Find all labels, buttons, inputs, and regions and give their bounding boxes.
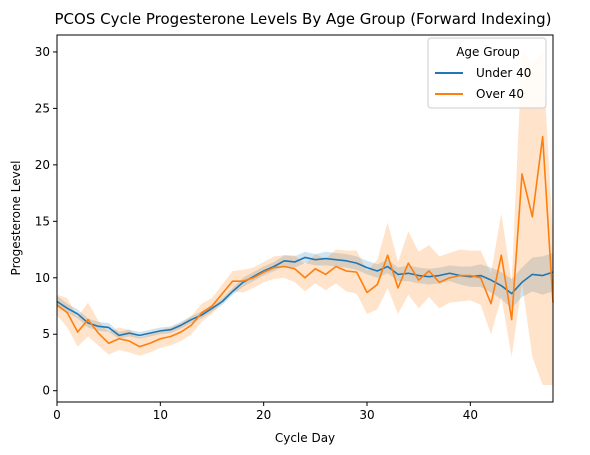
plot-area-frame <box>56 34 554 403</box>
x-tick-label: 10 <box>153 408 168 422</box>
legend: Age Group Under 40 Over 40 <box>427 37 547 109</box>
y-axis-label: Progesterone Level <box>9 161 23 276</box>
chart-title: PCOS Cycle Progesterone Levels By Age Gr… <box>55 10 552 28</box>
y-tick-label: 20 <box>35 158 50 172</box>
x-tick-label: 20 <box>256 408 271 422</box>
y-tick-label: 5 <box>42 327 50 341</box>
y-tick-label: 25 <box>35 101 50 115</box>
x-tick-label: 30 <box>359 408 374 422</box>
line-over-40 <box>56 135 554 348</box>
legend-title: Age Group <box>456 45 520 59</box>
confidence-bands <box>57 51 553 386</box>
legend-box <box>427 37 547 109</box>
y-tick-label: 15 <box>35 214 50 228</box>
line-under-40 <box>56 256 554 337</box>
band-under-40 <box>57 251 553 339</box>
series-lines <box>56 135 554 348</box>
x-tick-label: 40 <box>463 408 478 422</box>
y-tick-label: 0 <box>42 384 50 398</box>
x-axis-ticks: 0 10 20 30 40 <box>53 402 478 422</box>
x-tick-label: 0 <box>53 408 61 422</box>
legend-label: Over 40 <box>476 87 524 101</box>
y-tick-label: 10 <box>35 271 50 285</box>
band-over-40 <box>57 51 553 386</box>
y-axis-ticks: 0 5 10 15 20 25 30 <box>35 45 57 398</box>
x-axis-label: Cycle Day <box>275 431 335 445</box>
y-tick-label: 30 <box>35 45 50 59</box>
legend-label: Under 40 <box>476 66 531 80</box>
